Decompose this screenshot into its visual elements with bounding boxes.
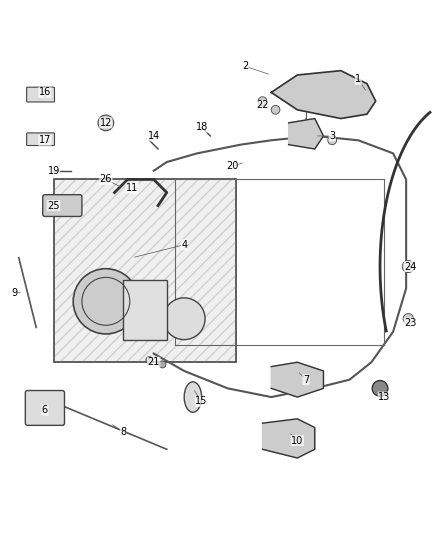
Text: 2: 2 (242, 61, 248, 71)
Circle shape (328, 136, 336, 144)
Text: 26: 26 (100, 174, 112, 184)
Polygon shape (271, 71, 376, 118)
Circle shape (258, 97, 267, 106)
Text: 22: 22 (256, 100, 269, 110)
Ellipse shape (184, 382, 201, 413)
Text: 21: 21 (148, 357, 160, 367)
Circle shape (73, 269, 138, 334)
FancyBboxPatch shape (25, 391, 64, 425)
FancyBboxPatch shape (53, 180, 237, 362)
Text: 4: 4 (181, 240, 187, 250)
Text: 17: 17 (39, 135, 51, 146)
Text: 19: 19 (47, 166, 60, 176)
Text: 14: 14 (148, 131, 160, 141)
Polygon shape (262, 419, 315, 458)
Circle shape (159, 361, 166, 368)
Circle shape (271, 106, 280, 114)
Circle shape (98, 115, 114, 131)
Text: 7: 7 (303, 375, 309, 385)
Text: 12: 12 (100, 118, 112, 128)
FancyBboxPatch shape (43, 195, 82, 216)
Text: 3: 3 (329, 131, 335, 141)
Text: 18: 18 (195, 122, 208, 132)
Circle shape (403, 313, 413, 324)
Text: 24: 24 (404, 262, 417, 271)
FancyBboxPatch shape (27, 133, 54, 146)
Text: 1: 1 (355, 75, 361, 84)
Circle shape (372, 381, 388, 396)
Circle shape (163, 298, 205, 340)
Text: 25: 25 (47, 200, 60, 211)
Text: 20: 20 (226, 161, 238, 172)
Polygon shape (289, 118, 323, 149)
Text: 13: 13 (378, 392, 391, 402)
Text: 9: 9 (11, 288, 18, 297)
Circle shape (146, 357, 153, 364)
Text: 16: 16 (39, 87, 51, 98)
Text: 23: 23 (404, 318, 417, 328)
Text: 10: 10 (291, 435, 304, 446)
Text: 8: 8 (120, 427, 126, 437)
Text: 11: 11 (126, 183, 138, 193)
Text: 15: 15 (195, 397, 208, 407)
Text: 6: 6 (42, 405, 48, 415)
Circle shape (402, 261, 414, 272)
Bar (123, 279, 167, 341)
Polygon shape (271, 362, 323, 397)
FancyBboxPatch shape (27, 87, 54, 102)
